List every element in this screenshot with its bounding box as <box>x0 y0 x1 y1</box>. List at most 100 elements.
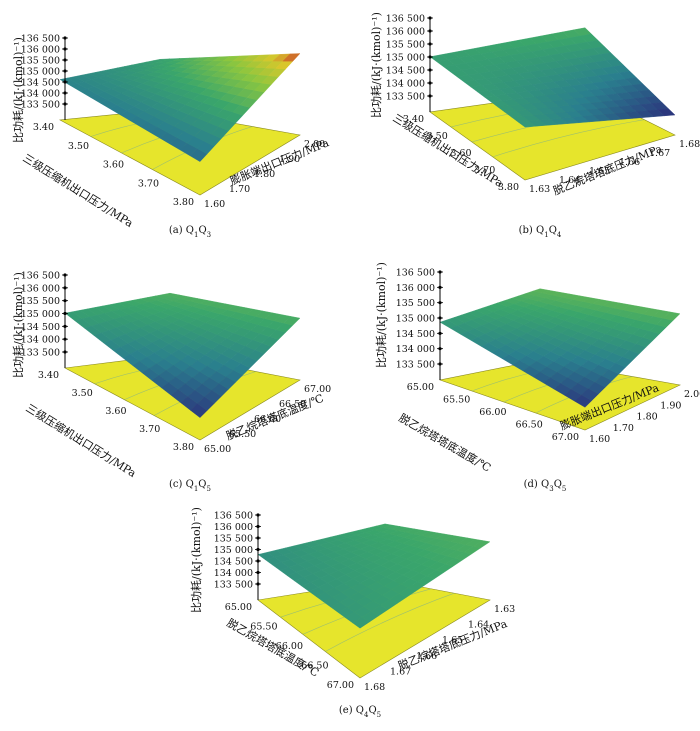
z-tick-label: 136 000 <box>21 283 60 294</box>
left-axis-tick: 3.60 <box>450 148 471 159</box>
left-axis-tick: 3.60 <box>103 160 124 171</box>
left-axis-tick: 3.80 <box>173 197 194 208</box>
z-tick-label: 135 500 <box>21 296 60 307</box>
z-tick-dot <box>63 299 67 303</box>
right-axis-tick: 1.67 <box>649 148 670 159</box>
right-axis-tick: 1.64 <box>468 620 489 631</box>
left-axis-tick: 65.00 <box>225 602 252 613</box>
right-axis-tick: 67.00 <box>304 384 331 395</box>
z-tick-dot <box>63 273 67 277</box>
surface-cell <box>657 108 676 117</box>
z-tick-label: 133 500 <box>21 348 60 359</box>
z-tick-dot <box>63 286 67 290</box>
z-tick-label: 136 500 <box>214 511 253 522</box>
right-axis-tick: 1.70 <box>229 184 250 195</box>
z-tick-label: 136 500 <box>386 14 425 25</box>
right-axis-tick: 65.00 <box>204 444 231 455</box>
right-axis-tick: 2.00 <box>304 139 325 150</box>
z-tick-label: 135 500 <box>21 56 60 67</box>
right-axis-tick: 66.50 <box>279 399 306 410</box>
right-axis-tick: 1.63 <box>494 604 515 615</box>
right-axis-tick: 1.65 <box>442 635 463 646</box>
panel-caption: (b) Q1Q4 <box>519 225 562 239</box>
z-axis-label: 比功耗/(kJ·(kmol)⁻¹) <box>370 12 383 118</box>
z-tick-label: 134 000 <box>21 89 60 100</box>
right-axis-tick: 1.80 <box>254 169 275 180</box>
left-axis-tick: 65.50 <box>250 622 277 633</box>
z-tick-dot <box>63 337 67 341</box>
right-axis-tick: 65.50 <box>229 429 256 440</box>
floor-contour <box>325 592 455 652</box>
z-tick-label: 134 500 <box>386 66 425 77</box>
z-axis-label: 比功耗/(kJ·(kmol)⁻¹) <box>190 507 203 613</box>
right-axis-tick: 1.66 <box>619 157 640 168</box>
z-tick-label: 134 000 <box>386 79 425 90</box>
left-axis-tick: 3.40 <box>38 370 59 381</box>
chart-panel-4: 133 500 134 000 134 500 135 000 135 500 136 0… <box>375 262 700 493</box>
z-tick-dot <box>438 316 442 320</box>
z-tick-label: 134 000 <box>214 568 253 579</box>
left-axis-tick: 67.00 <box>327 680 354 691</box>
right-axis-tick: 1.68 <box>364 682 385 693</box>
z-tick-dot <box>428 81 432 85</box>
left-axis-tick: 3.40 <box>403 114 424 125</box>
right-axis-tick: 1.67 <box>390 666 411 677</box>
surface-cell <box>282 53 301 62</box>
z-tick-label: 134 500 <box>21 78 60 89</box>
left-axis-tick: 3.60 <box>105 406 126 417</box>
z-tick-label: 135 000 <box>386 53 425 64</box>
left-axis-tick: 3.80 <box>173 442 194 453</box>
z-tick-dot <box>256 582 260 586</box>
z-tick-label: 134 000 <box>21 335 60 346</box>
left-axis-label: 脱乙烷塔塔底温度/℃ <box>397 410 494 474</box>
left-axis-tick: 67.00 <box>552 432 579 443</box>
z-tick-label: 136 500 <box>21 271 60 282</box>
z-tick-label: 134 000 <box>396 344 435 355</box>
z-tick-dot <box>438 362 442 366</box>
z-tick-dot <box>438 270 442 274</box>
z-tick-dot <box>63 47 67 51</box>
left-axis-tick: 3.80 <box>498 182 519 193</box>
z-axis-label: 比功耗/(kJ·(kmol)⁻¹) <box>12 37 25 143</box>
z-tick-dot <box>256 536 260 540</box>
z-tick-dot <box>438 331 442 335</box>
right-axis-tick: 66.00 <box>254 414 281 425</box>
right-axis-tick: 1.90 <box>660 400 681 411</box>
z-tick-dot <box>428 29 432 33</box>
z-tick-dot <box>256 524 260 529</box>
z-tick-dot <box>428 94 432 98</box>
surface-cell <box>283 316 301 326</box>
z-tick-dot <box>63 91 67 95</box>
z-tick-dot <box>428 16 432 20</box>
z-tick-label: 133 500 <box>396 360 435 371</box>
z-tick-dot <box>428 42 432 46</box>
z-tick-label: 133 500 <box>386 92 425 103</box>
z-tick-dot <box>63 69 67 73</box>
z-tick-label: 134 500 <box>214 557 253 568</box>
z-tick-dot <box>63 58 67 62</box>
floor-contour <box>492 119 645 158</box>
left-axis-tick: 65.50 <box>443 395 470 406</box>
z-tick-label: 133 500 <box>21 100 60 111</box>
z-tick-dot <box>63 80 67 84</box>
left-axis-tick: 65.00 <box>407 382 434 393</box>
z-tick-dot <box>63 324 67 328</box>
right-axis-tick: 1.90 <box>279 154 300 165</box>
left-axis-tick: 3.40 <box>33 122 54 133</box>
z-tick-dot <box>438 285 442 289</box>
surface-cell <box>662 311 681 321</box>
left-axis-tick: 3.70 <box>138 178 159 189</box>
z-tick-label: 135 000 <box>21 67 60 78</box>
z-tick-dot <box>438 301 442 305</box>
panel-caption: (a) Q1Q3 <box>169 225 211 239</box>
z-tick-dot <box>63 350 67 354</box>
z-tick-label: 135 000 <box>214 545 253 556</box>
left-axis-tick: 3.50 <box>72 388 93 399</box>
right-axis-tick: 2.00 <box>684 389 700 400</box>
right-axis-tick: 1.60 <box>204 199 225 210</box>
right-axis-tick: 1.64 <box>559 175 580 186</box>
z-tick-dot <box>63 36 67 40</box>
left-axis-tick: 3.70 <box>139 424 160 435</box>
right-axis-tick: 1.63 <box>529 184 550 195</box>
